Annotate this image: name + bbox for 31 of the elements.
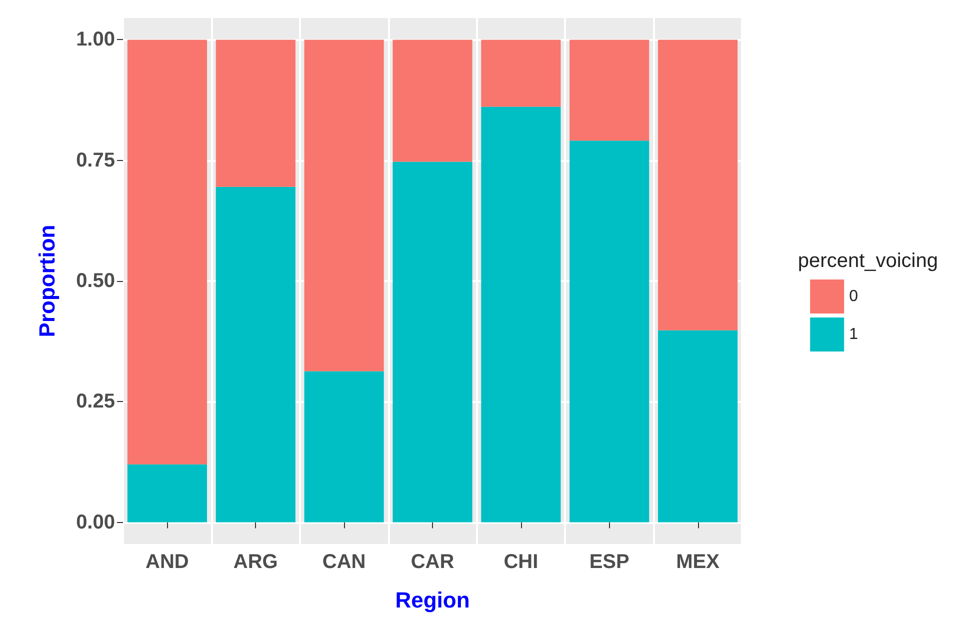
x-tick-label: MEX: [676, 551, 720, 573]
x-tick-label: CHI: [504, 551, 538, 573]
y-tick-label: 1.00: [76, 28, 115, 51]
bar: [658, 40, 738, 330]
bar: [216, 40, 296, 187]
bar: [658, 330, 738, 522]
legend-label: 1: [849, 326, 858, 343]
bar: [481, 106, 561, 522]
legend-label: 0: [849, 288, 858, 305]
x-tick-label: CAR: [410, 551, 455, 573]
legend-title: percent_voicing: [798, 250, 938, 272]
x-tick-label: CAN: [322, 551, 366, 573]
y-tick-label: 0.75: [76, 149, 115, 172]
bar: [304, 40, 384, 372]
y-axis-title: Proportion: [34, 224, 60, 338]
y-tick-label: 0.50: [76, 270, 115, 292]
bar: [570, 40, 650, 141]
bar: [304, 371, 384, 522]
bar: [392, 40, 472, 162]
x-axis-title: Region: [395, 588, 470, 612]
bar: [481, 40, 561, 107]
bar: [127, 464, 208, 522]
bar: [392, 162, 472, 522]
y-tick-label: 0.00: [76, 511, 115, 534]
y-tick-label: 0.25: [76, 390, 115, 413]
x-tick-label: ESP: [589, 551, 630, 573]
bar: [570, 140, 650, 522]
bar: [216, 186, 296, 522]
x-tick-label: ARG: [233, 551, 278, 573]
x-tick-label: AND: [146, 551, 189, 573]
bar: [127, 40, 208, 464]
